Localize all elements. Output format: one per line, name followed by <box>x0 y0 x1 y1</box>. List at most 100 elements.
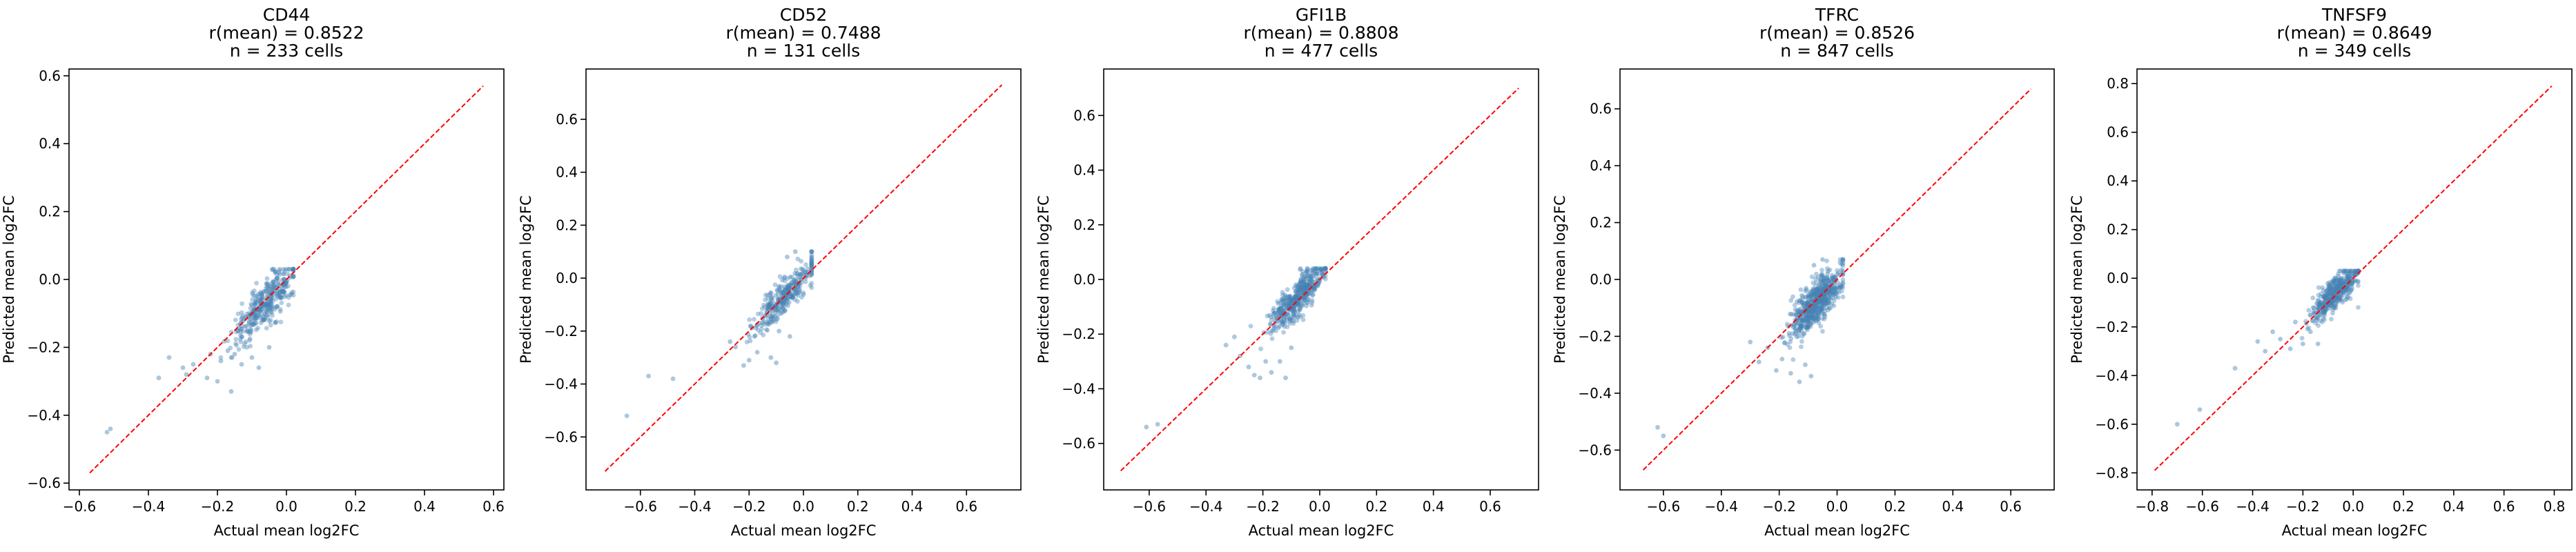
scatter-point <box>1799 322 1804 327</box>
scatter-point <box>1291 295 1297 301</box>
scatter-point <box>1294 293 1299 299</box>
scatter-point <box>1817 307 1822 312</box>
scatter-point <box>1282 307 1288 312</box>
scatter-point <box>239 362 244 367</box>
scatter-point <box>1323 266 1328 271</box>
scatter-point <box>1289 297 1295 303</box>
scatter-point <box>1276 307 1282 313</box>
scatter-point <box>1293 297 1298 302</box>
scatter-point <box>1279 297 1285 302</box>
scatter-point <box>794 271 799 277</box>
scatter-point <box>1796 300 1802 306</box>
scatter-point <box>1808 293 1813 299</box>
scatter-point <box>1818 324 1824 329</box>
scatter-point <box>1837 285 1842 290</box>
scatter-point <box>1302 284 1307 290</box>
scatter-point <box>1809 315 1814 320</box>
scatter-point <box>1268 322 1273 326</box>
scatter-point <box>1795 334 1801 339</box>
scatter-point <box>251 322 255 327</box>
scatter-point <box>1300 284 1305 290</box>
scatter-point <box>1300 317 1306 322</box>
scatter-point <box>2319 294 2323 299</box>
scatter-point <box>1840 280 1846 286</box>
scatter-point <box>1821 281 1826 286</box>
scatter-point <box>1825 290 1831 295</box>
scatter-point <box>266 289 272 295</box>
scatter-point <box>1308 275 1314 281</box>
scatter-point <box>2322 309 2328 315</box>
scatter-point <box>1813 303 1819 308</box>
scatter-point <box>218 355 224 360</box>
scatter-point <box>1804 302 1810 306</box>
scatter-point <box>239 326 244 331</box>
scatter-point <box>785 296 790 302</box>
scatter-point <box>1796 307 1802 313</box>
scatter-point <box>2345 287 2350 292</box>
scatter-point <box>2337 297 2343 302</box>
scatter-point <box>777 274 783 279</box>
scatter-point <box>809 261 814 266</box>
scatter-point <box>1307 282 1312 287</box>
scatter-point <box>277 272 282 277</box>
scatter-point <box>1271 310 1277 315</box>
scatter-point <box>1279 312 1285 317</box>
scatter-point <box>793 287 798 292</box>
scatter-point <box>240 301 244 306</box>
scatter-point <box>1818 308 1824 313</box>
scatter-point <box>271 285 277 290</box>
scatter-point <box>1292 307 1298 313</box>
scatter-point <box>788 291 794 297</box>
scatter-point <box>2321 311 2326 317</box>
scatter-point <box>264 302 269 307</box>
scatter-point <box>253 320 259 326</box>
scatter-point <box>1788 339 1793 344</box>
scatter-point <box>770 308 774 314</box>
scatter-point <box>1288 295 1294 300</box>
scatter-point <box>2316 293 2321 298</box>
scatter-point <box>2307 313 2313 318</box>
scatter-point <box>277 290 283 295</box>
scatter-point <box>2329 302 2334 308</box>
scatter-point <box>2334 291 2339 296</box>
scatter-point <box>1806 310 1812 315</box>
scatter-point <box>1280 319 1285 325</box>
scatter-point <box>772 302 777 306</box>
scatter-point <box>2328 303 2334 308</box>
scatter-point <box>1300 284 1305 290</box>
scatter-point <box>289 290 295 295</box>
scatter-point <box>263 301 269 306</box>
scatter-point <box>1315 283 1320 288</box>
scatter-point <box>1295 297 1300 302</box>
scatter-point <box>2334 295 2340 300</box>
scatter-point <box>2352 270 2357 275</box>
scatter-point <box>1805 319 1811 325</box>
y-tick-label: 0.4 <box>2107 172 2129 189</box>
scatter-point <box>1822 275 1826 280</box>
scatter-point <box>1813 305 1819 310</box>
scatter-point <box>1808 297 1814 303</box>
scatter-point <box>266 301 271 306</box>
scatter-point <box>1282 293 1287 297</box>
scatter-point <box>1276 308 1281 313</box>
x-tick-label: 0.2 <box>847 498 869 515</box>
scatter-point <box>2341 290 2346 295</box>
scatter-point <box>1802 304 1806 308</box>
scatter-point <box>1818 296 1824 302</box>
scatter-point <box>1801 317 1806 323</box>
scatter-point <box>1822 285 1827 290</box>
scatter-point <box>809 255 814 260</box>
scatter-point <box>1811 314 1816 319</box>
scatter-point <box>1809 308 1815 314</box>
scatter-point <box>782 292 788 297</box>
scatter-point <box>269 282 274 286</box>
scatter-point <box>2335 295 2341 300</box>
scatter-point <box>1832 275 1837 279</box>
scatter-point <box>1312 286 1318 292</box>
scatter-point <box>1294 289 1299 295</box>
scatter-point <box>1840 277 1846 282</box>
scatter-point <box>1310 270 1315 275</box>
scatter-point <box>1302 295 1307 300</box>
scatter-point <box>1283 315 1289 320</box>
y-tick-label: −0.4 <box>1062 380 1095 397</box>
